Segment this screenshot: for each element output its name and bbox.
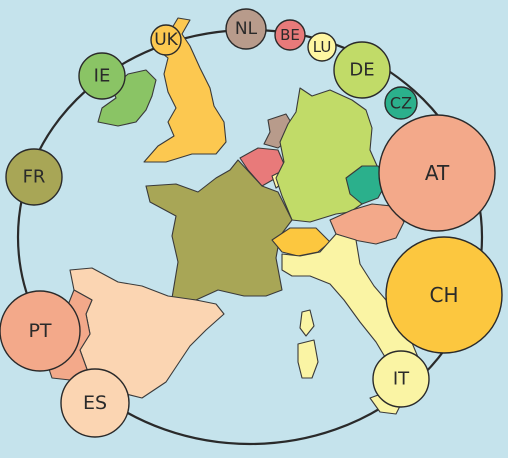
bubble-ie[interactable]: IE [78, 52, 126, 100]
country-shape-ie [97, 69, 157, 127]
bubble-nl[interactable]: NL [225, 8, 267, 50]
bubble-uk[interactable]: UK [150, 24, 182, 56]
bubble-lu[interactable]: LU [307, 32, 337, 62]
bubble-label-es: ES [83, 392, 107, 414]
bubble-label-de: DE [349, 60, 374, 81]
country-shapes [45, 17, 421, 415]
bubble-label-at: AT [425, 161, 450, 185]
bubble-label-pt: PT [28, 320, 51, 342]
bubble-label-uk: UK [154, 30, 178, 50]
bubble-cz[interactable]: CZ [384, 86, 418, 120]
bubble-fr[interactable]: FR [5, 148, 63, 206]
bubble-at[interactable]: AT [378, 114, 496, 232]
bubble-ch[interactable]: CH [385, 236, 503, 354]
bubble-pt[interactable]: PT [0, 290, 81, 372]
bubble-es[interactable]: ES [60, 368, 130, 438]
country-shape-sardinia [299, 309, 315, 337]
bubble-be[interactable]: BE [274, 19, 306, 51]
country-bubbles: UK NL BE LU IE DE CZ FR AT CH PT [0, 8, 503, 438]
bubble-it[interactable]: IT [372, 350, 430, 408]
bubble-label-it: IT [393, 369, 410, 390]
bubble-label-ch: CH [429, 283, 458, 307]
bubble-label-be: BE [280, 26, 300, 44]
bubble-label-cz: CZ [390, 94, 412, 113]
bubble-de[interactable]: DE [333, 41, 391, 99]
bubble-label-lu: LU [313, 38, 332, 56]
bubble-label-ie: IE [94, 66, 111, 87]
bubble-label-nl: NL [235, 19, 258, 39]
country-shape-corsica [297, 339, 319, 379]
bubble-label-fr: FR [23, 167, 46, 188]
